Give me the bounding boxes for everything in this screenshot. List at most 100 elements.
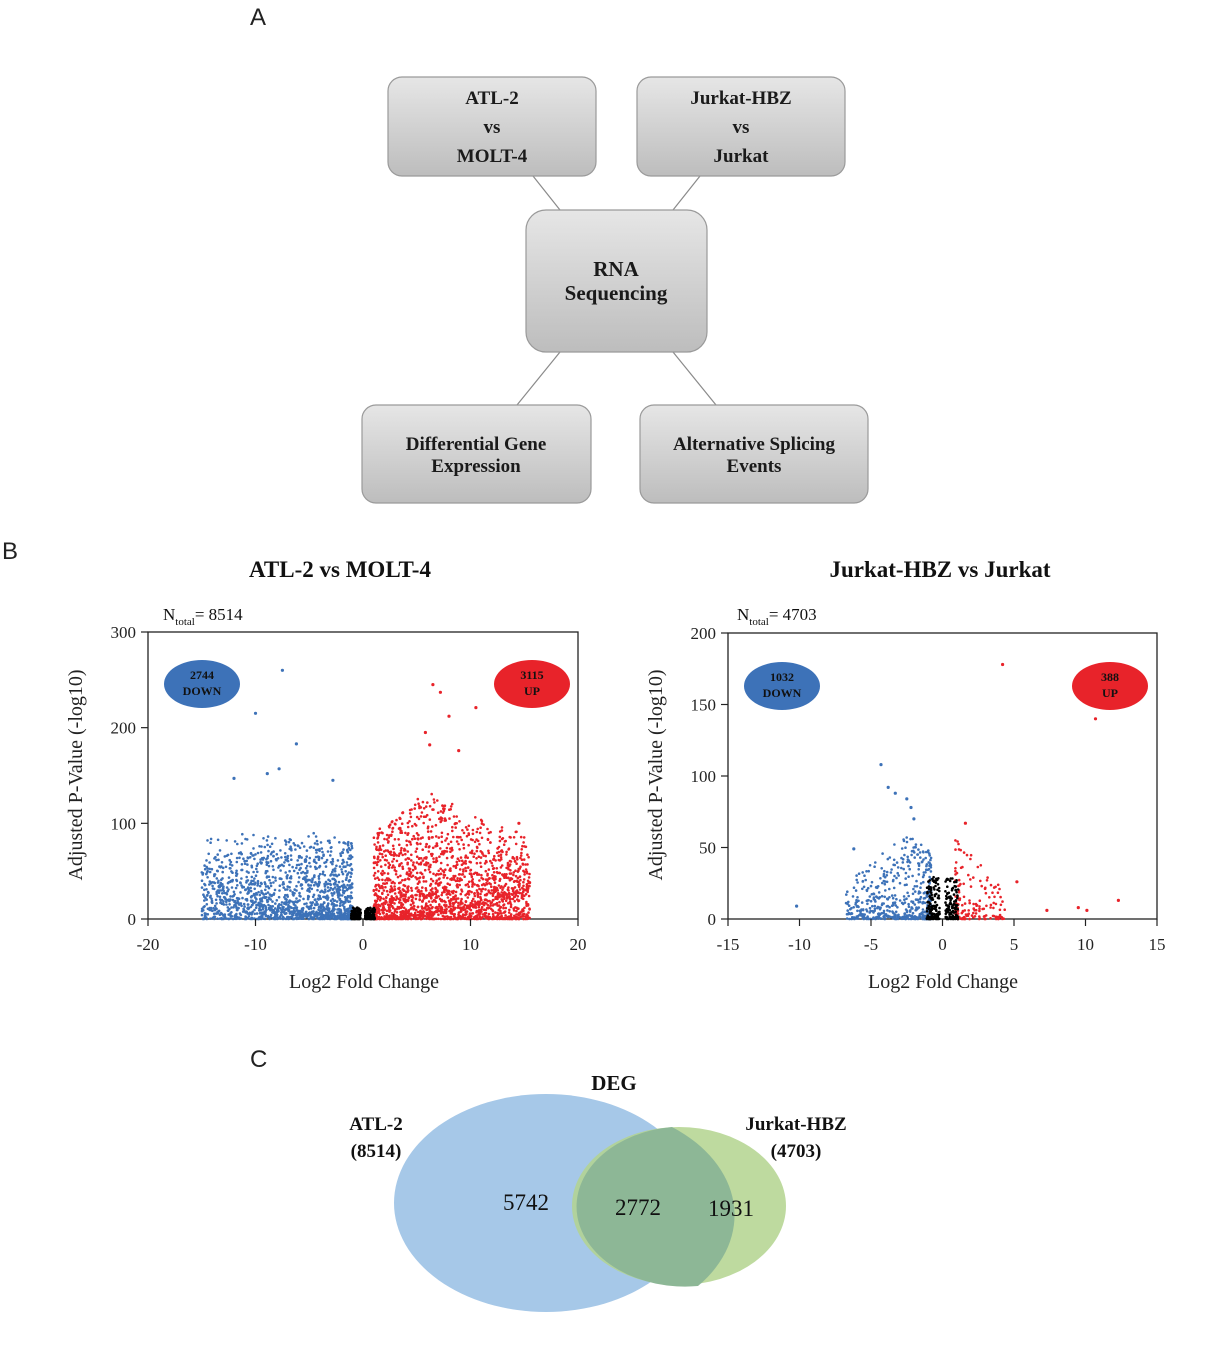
point-down — [243, 905, 246, 908]
point-up — [454, 826, 458, 829]
point-nonsignificant — [946, 904, 950, 908]
venn-diagram: DEG ATL-2 (8514) Jurkat-HBZ (4703) 5742 … — [349, 1071, 847, 1312]
point-up — [429, 903, 432, 907]
point-up — [393, 910, 397, 913]
point-nonsignificant — [937, 877, 940, 880]
point-down — [218, 913, 222, 916]
x-tick-label: -10 — [788, 935, 811, 954]
point-up — [963, 821, 968, 825]
point-up — [954, 869, 957, 873]
point-down — [876, 912, 880, 916]
point-down — [915, 885, 919, 888]
point-up — [470, 875, 474, 878]
point-down — [341, 851, 345, 855]
point-up — [954, 848, 957, 851]
point-down — [321, 870, 325, 874]
point-up — [496, 911, 500, 915]
point-down — [256, 879, 260, 883]
point-down — [200, 886, 204, 889]
point-up — [433, 801, 436, 804]
point-down — [912, 917, 916, 920]
point-up — [450, 899, 453, 902]
point-up — [426, 826, 430, 830]
point-up — [378, 884, 381, 887]
point-up — [394, 917, 398, 921]
point-down — [905, 909, 909, 913]
point-up — [492, 898, 495, 902]
point-nonsignificant — [365, 915, 368, 918]
point-down — [214, 898, 218, 902]
point-down — [278, 907, 282, 910]
point-up — [487, 877, 491, 880]
point-down — [260, 897, 263, 900]
point-nonsignificant — [932, 907, 936, 910]
point-nonsignificant — [935, 909, 938, 912]
point-up — [379, 896, 383, 900]
point-down — [213, 904, 217, 908]
point-down — [272, 916, 276, 920]
point-down — [239, 851, 243, 854]
point-down — [252, 879, 255, 883]
point-up — [468, 872, 472, 875]
point-up — [414, 887, 418, 890]
point-up — [381, 878, 384, 882]
point-up — [464, 856, 467, 859]
point-down — [873, 898, 877, 902]
point-up — [404, 858, 408, 861]
point-down — [262, 856, 266, 860]
point-up — [416, 917, 420, 920]
point-up — [415, 815, 419, 819]
point-up — [412, 908, 415, 911]
point-up — [414, 850, 418, 853]
point-down — [322, 853, 325, 856]
point-up — [438, 855, 441, 858]
point-down — [200, 871, 204, 874]
point-up — [471, 883, 474, 886]
point-up — [414, 893, 417, 897]
point-up — [384, 885, 387, 889]
point-up — [476, 846, 479, 850]
point-down — [245, 859, 248, 863]
point-nonsignificant — [945, 917, 949, 921]
point-down — [222, 895, 226, 899]
point-down — [901, 917, 905, 920]
point-up — [404, 878, 407, 881]
point-down — [873, 865, 876, 868]
point-down — [280, 856, 283, 859]
point-up — [429, 884, 432, 887]
point-up — [416, 838, 420, 841]
point-up — [496, 895, 499, 899]
point-up — [404, 917, 408, 921]
point-up — [435, 879, 439, 882]
point-down — [326, 908, 330, 912]
point-up — [440, 831, 444, 835]
point-down — [319, 905, 322, 908]
point-up — [467, 843, 470, 847]
point-up — [502, 843, 506, 846]
point-down — [337, 891, 341, 895]
point-down — [284, 900, 288, 904]
point-up — [408, 869, 411, 873]
point-up — [385, 838, 389, 841]
point-up — [497, 858, 501, 862]
point-down — [252, 833, 255, 837]
point-up — [375, 914, 378, 918]
point-up — [419, 815, 423, 818]
point-down — [894, 917, 898, 921]
point-nonsignificant — [944, 890, 947, 893]
point-down — [272, 854, 275, 858]
point-nonsignificant — [947, 878, 950, 881]
point-down — [225, 839, 228, 842]
point-down — [866, 915, 869, 918]
point-down — [310, 887, 314, 891]
point-up — [391, 830, 394, 833]
point-nonsignificant — [352, 917, 355, 920]
point-down — [898, 899, 902, 902]
point-up — [494, 911, 497, 914]
point-down — [344, 878, 348, 881]
point-up — [478, 831, 482, 835]
point-up — [416, 914, 420, 917]
point-down — [344, 865, 347, 868]
point-down — [924, 856, 927, 860]
point-down — [254, 853, 257, 856]
